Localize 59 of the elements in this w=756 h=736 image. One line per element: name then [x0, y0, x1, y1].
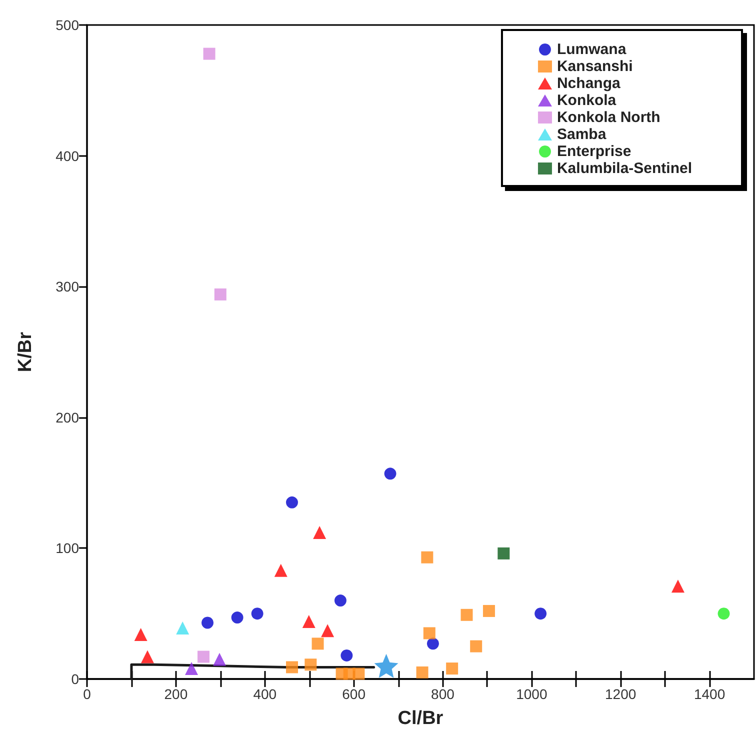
- point: [140, 650, 154, 664]
- legend-label: Konkola: [556, 92, 617, 109]
- legend-label: Samba: [556, 126, 607, 143]
- point: [374, 654, 398, 678]
- x-tick-label: 400: [253, 686, 277, 702]
- point: [460, 608, 473, 621]
- x-tick-label: 200: [164, 686, 188, 702]
- point: [214, 288, 226, 300]
- point: [340, 649, 353, 662]
- x-tick-label: 1200: [605, 686, 636, 702]
- point: [202, 616, 214, 629]
- legend-label: Kansanshi: [556, 58, 633, 75]
- point: [286, 661, 298, 674]
- y-tick-label: 0: [71, 671, 80, 687]
- x-tick-label: 1400: [694, 686, 726, 702]
- point: [423, 627, 436, 640]
- legend-label: Konkola North: [556, 109, 660, 126]
- point: [312, 638, 324, 650]
- point: [313, 526, 326, 540]
- x-tick-label: 600: [342, 686, 366, 702]
- y-axis-title: K/Br: [15, 331, 36, 372]
- y-tick-label: 300: [56, 278, 80, 295]
- point: [231, 612, 244, 624]
- x-tick-label: 1000: [516, 686, 548, 702]
- point: [470, 640, 482, 652]
- point: [421, 551, 434, 564]
- point: [334, 594, 346, 607]
- legend-label: Lumwana: [556, 41, 627, 58]
- point: [286, 496, 298, 508]
- point: [446, 662, 458, 675]
- point: [384, 468, 396, 480]
- y-tick-label: 100: [56, 540, 80, 556]
- point: [671, 580, 684, 593]
- point: [304, 658, 317, 671]
- point: [274, 564, 288, 577]
- point: [416, 666, 428, 678]
- point: [203, 48, 216, 60]
- point: [198, 650, 210, 663]
- y-tick-label: 200: [56, 409, 80, 426]
- point: [176, 621, 190, 634]
- point: [321, 624, 334, 638]
- point: [184, 662, 198, 676]
- x-tick-label: 0: [83, 686, 92, 702]
- point: [213, 652, 226, 666]
- point: [482, 604, 495, 617]
- point: [134, 628, 148, 642]
- point: [426, 638, 439, 650]
- x-axis-title: Cl/Br: [398, 708, 444, 729]
- point: [302, 614, 316, 628]
- legend-label: Kalumbila-Sentinel: [556, 160, 692, 177]
- point: [498, 547, 510, 560]
- legend-label: Enterprise: [556, 143, 632, 160]
- point: [718, 608, 730, 620]
- point: [251, 608, 264, 620]
- x-tick-label: 800: [431, 686, 455, 702]
- point: [534, 608, 547, 620]
- legend-label: Nchanga: [556, 75, 621, 92]
- y-tick-label: 500: [56, 17, 80, 33]
- y-tick-label: 400: [56, 148, 80, 164]
